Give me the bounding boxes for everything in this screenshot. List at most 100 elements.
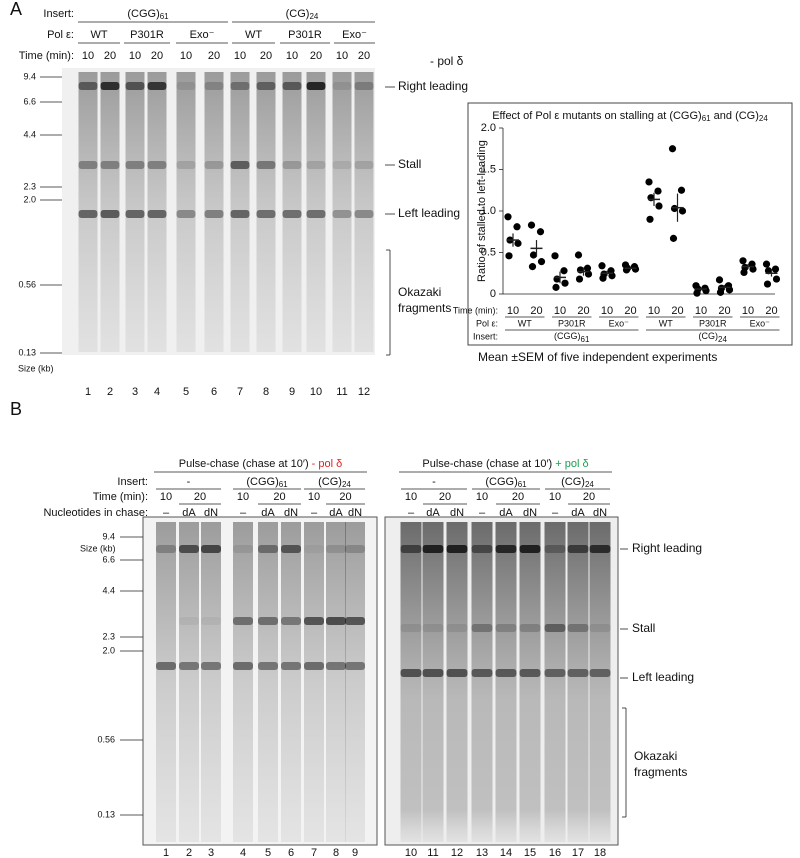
band-label: Stall [398, 157, 421, 171]
nucleotide-label: – [311, 507, 318, 519]
lane-smear [258, 522, 278, 842]
y-tick-label: 0 [490, 288, 496, 300]
band [281, 662, 301, 670]
size-marker: 4.4 [23, 129, 36, 139]
x-tick-label: 20 [671, 305, 683, 317]
size-marker: 4.4 [102, 585, 115, 595]
band [306, 161, 326, 169]
lane-smear [519, 522, 541, 842]
band [567, 669, 589, 677]
band [125, 82, 145, 90]
band [304, 545, 324, 553]
row-label: Insert: [473, 331, 498, 341]
insert-base: (CGG) [554, 331, 581, 341]
header-text: Pulse-chase (chase at 10′) [179, 458, 312, 470]
lane-number: 1 [163, 847, 169, 858]
band [78, 82, 98, 90]
x-tick-label: 20 [624, 305, 636, 317]
band [304, 617, 324, 625]
band [544, 669, 566, 677]
insert-sub: 24 [718, 335, 727, 344]
band [345, 662, 365, 670]
data-point [551, 252, 559, 260]
insert-label: - [187, 476, 191, 488]
x-tick-label: 20 [718, 305, 730, 317]
data-point [513, 223, 521, 231]
size-marker: 0.56 [97, 734, 115, 744]
panel-label: A [10, 0, 22, 19]
band [233, 617, 253, 625]
band [544, 545, 566, 553]
band [471, 545, 493, 553]
band [147, 210, 167, 218]
band-label: Stall [632, 621, 655, 635]
band [100, 161, 120, 169]
pol-label: P301R [130, 29, 164, 41]
band [544, 624, 566, 632]
band [201, 617, 221, 625]
inset-frame [467, 102, 793, 346]
lane-number: 9 [352, 847, 358, 858]
panel-label: B [10, 399, 22, 419]
lane-number: 15 [524, 847, 536, 858]
data-point [772, 275, 781, 283]
lane-number: 7 [237, 386, 243, 398]
data-point [654, 187, 662, 195]
band [100, 82, 120, 90]
insert-sub: 24 [585, 480, 594, 489]
band [230, 210, 250, 218]
band [179, 545, 199, 553]
nucleotide-label: dN [284, 507, 298, 519]
data-point [771, 265, 780, 273]
lane-number: 10 [405, 847, 417, 858]
nucleotide-label: dA [571, 507, 585, 519]
lane-number: 12 [358, 386, 370, 398]
nucleotide-label: – [240, 507, 247, 519]
data-point [599, 274, 607, 282]
lane-number: 4 [154, 386, 160, 398]
size-marker: 0.13 [97, 809, 115, 819]
lane-smear [495, 522, 517, 842]
band [156, 545, 176, 553]
band [304, 662, 324, 670]
band [345, 545, 365, 553]
lane-smear [544, 522, 566, 842]
time-label: 10 [160, 491, 172, 503]
band [201, 662, 221, 670]
data-point [739, 257, 747, 265]
data-point [622, 266, 631, 274]
insert-base: (CGG) [246, 476, 278, 488]
insert-base: (CG) [286, 8, 310, 20]
time-label: 20 [583, 491, 595, 503]
time-label: 20 [104, 50, 116, 62]
data-point [646, 215, 654, 223]
lane-number: 2 [186, 847, 192, 858]
size-marker: 6.6 [102, 554, 115, 564]
band [147, 82, 167, 90]
data-point [537, 258, 546, 266]
row-label: Time (min): [93, 491, 148, 503]
data-point [668, 145, 677, 153]
band [256, 210, 276, 218]
time-label: 20 [151, 50, 163, 62]
x-tick-label: 10 [601, 305, 613, 317]
size-marker: 6.6 [23, 96, 36, 106]
band [422, 669, 444, 677]
data-point [762, 260, 771, 268]
time-label: 10 [476, 491, 488, 503]
band [422, 545, 444, 553]
band [78, 210, 98, 218]
lane-number: 6 [288, 847, 294, 858]
time-label: 10 [308, 491, 320, 503]
nucleotide-label: – [408, 507, 415, 519]
insert-label: (CG)24 [561, 476, 594, 489]
pol-label: Exo⁻ [342, 29, 367, 41]
band [204, 82, 224, 90]
band [176, 210, 196, 218]
band [345, 617, 365, 625]
band [147, 161, 167, 169]
band [282, 210, 302, 218]
data-point [677, 186, 686, 194]
time-label: 10 [405, 491, 417, 503]
